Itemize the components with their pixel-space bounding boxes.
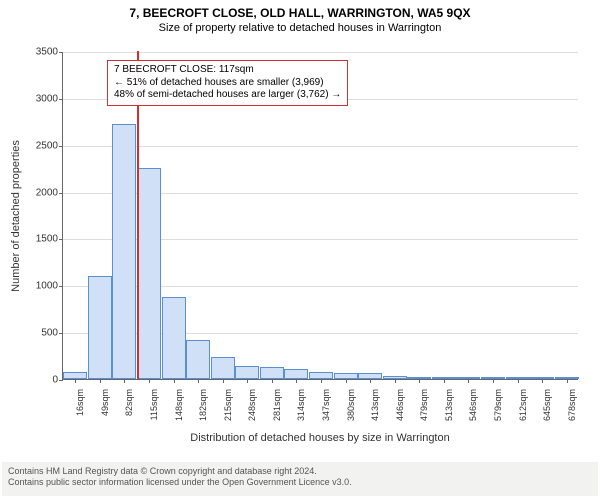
x-tick-mark bbox=[370, 379, 371, 383]
x-tick-label: 612sqm bbox=[516, 389, 528, 421]
x-tick-mark bbox=[223, 379, 224, 383]
histogram-bar bbox=[112, 124, 136, 379]
page-subtitle: Size of property relative to detached ho… bbox=[0, 20, 600, 35]
y-axis-label: Number of detached properties bbox=[10, 140, 22, 292]
chart-container: 7, BEECROFT CLOSE, OLD HALL, WARRINGTON,… bbox=[0, 0, 600, 500]
x-tick-mark bbox=[395, 379, 396, 383]
x-tick-label: 479sqm bbox=[417, 389, 429, 421]
x-tick-mark bbox=[198, 379, 199, 383]
grid-line bbox=[63, 146, 578, 147]
x-tick-label: 16sqm bbox=[73, 389, 85, 416]
annotation-line-1: 7 BEECROFT CLOSE: 117sqm bbox=[114, 64, 341, 77]
x-tick-label: 546sqm bbox=[466, 389, 478, 421]
histogram-bar bbox=[407, 377, 431, 379]
histogram-bar bbox=[506, 377, 530, 379]
x-tick-mark bbox=[444, 379, 445, 383]
x-tick-mark bbox=[493, 379, 494, 383]
x-tick-mark bbox=[149, 379, 150, 383]
x-tick-label: 314sqm bbox=[294, 389, 306, 421]
histogram-bar bbox=[432, 377, 456, 379]
annotation-line-3: 48% of semi-detached houses are larger (… bbox=[114, 89, 341, 102]
histogram-bar bbox=[284, 369, 308, 379]
histogram-bar bbox=[137, 168, 161, 379]
x-tick-mark bbox=[567, 379, 568, 383]
y-tick-label: 3000 bbox=[36, 93, 63, 104]
histogram-bar bbox=[88, 276, 112, 379]
histogram-bar bbox=[383, 376, 407, 379]
x-tick-label: 413sqm bbox=[368, 389, 380, 421]
x-tick-mark bbox=[419, 379, 420, 383]
x-tick-label: 380sqm bbox=[344, 389, 356, 421]
x-tick-label: 182sqm bbox=[196, 389, 208, 421]
y-tick-label: 2000 bbox=[36, 187, 63, 198]
x-tick-label: 513sqm bbox=[442, 389, 454, 421]
chart-plot-area: 050010001500200025003000350016sqm49sqm82… bbox=[62, 52, 578, 380]
annotation-box: 7 BEECROFT CLOSE: 117sqm← 51% of detache… bbox=[107, 60, 348, 106]
x-tick-mark bbox=[124, 379, 125, 383]
x-tick-label: 446sqm bbox=[393, 389, 405, 421]
histogram-bar bbox=[530, 377, 554, 379]
histogram-bar bbox=[162, 297, 186, 379]
footer-attribution: Contains HM Land Registry data © Crown c… bbox=[2, 462, 598, 496]
histogram-bar bbox=[211, 357, 235, 379]
x-tick-label: 281sqm bbox=[270, 389, 282, 421]
annotation-line-2: ← 51% of detached houses are smaller (3,… bbox=[114, 77, 341, 90]
x-tick-label: 49sqm bbox=[98, 389, 110, 416]
x-tick-mark bbox=[346, 379, 347, 383]
x-tick-label: 347sqm bbox=[319, 389, 331, 421]
x-tick-label: 678sqm bbox=[565, 389, 577, 421]
histogram-bar bbox=[555, 377, 579, 379]
histogram-bar bbox=[358, 373, 382, 379]
histogram-bar bbox=[260, 367, 284, 379]
y-tick-label: 0 bbox=[52, 375, 63, 386]
grid-line bbox=[63, 52, 578, 53]
y-tick-label: 3500 bbox=[36, 47, 63, 58]
x-tick-label: 82sqm bbox=[122, 389, 134, 416]
footer-line-2: Contains public sector information licen… bbox=[8, 477, 592, 488]
x-tick-label: 148sqm bbox=[172, 389, 184, 421]
y-tick-label: 1000 bbox=[36, 281, 63, 292]
x-tick-label: 115sqm bbox=[147, 389, 159, 420]
x-tick-mark bbox=[542, 379, 543, 383]
x-tick-mark bbox=[321, 379, 322, 383]
x-tick-label: 248sqm bbox=[245, 389, 257, 421]
x-tick-label: 215sqm bbox=[221, 389, 233, 421]
x-tick-mark bbox=[174, 379, 175, 383]
y-tick-label: 1500 bbox=[36, 234, 63, 245]
histogram-bar bbox=[63, 372, 87, 379]
y-tick-label: 500 bbox=[41, 328, 63, 339]
x-tick-label: 645sqm bbox=[540, 389, 552, 421]
histogram-bar bbox=[481, 377, 505, 379]
histogram-bar bbox=[186, 340, 210, 379]
x-tick-mark bbox=[468, 379, 469, 383]
x-tick-mark bbox=[247, 379, 248, 383]
x-tick-mark bbox=[100, 379, 101, 383]
x-tick-mark bbox=[518, 379, 519, 383]
x-tick-mark bbox=[75, 379, 76, 383]
page-title: 7, BEECROFT CLOSE, OLD HALL, WARRINGTON,… bbox=[0, 0, 600, 20]
x-axis-label: Distribution of detached houses by size … bbox=[190, 432, 449, 444]
histogram-bar bbox=[235, 366, 259, 379]
x-tick-mark bbox=[296, 379, 297, 383]
histogram-bar bbox=[334, 373, 358, 379]
histogram-bar bbox=[309, 372, 333, 379]
x-tick-label: 579sqm bbox=[491, 389, 503, 421]
x-tick-mark bbox=[272, 379, 273, 383]
y-tick-label: 2500 bbox=[36, 140, 63, 151]
footer-line-1: Contains HM Land Registry data © Crown c… bbox=[8, 466, 592, 477]
histogram-bar bbox=[456, 377, 480, 379]
